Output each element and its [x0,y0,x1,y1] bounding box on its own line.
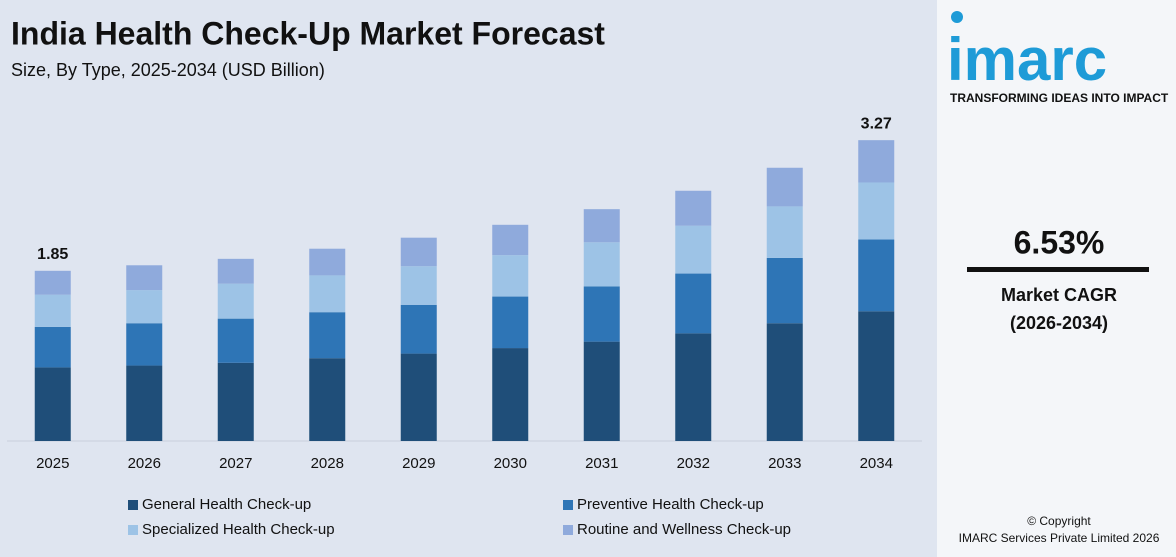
bar-segment [309,312,346,359]
total-label: 3.27 [861,115,892,132]
bar-segment [126,323,163,366]
x-tick-label: 2030 [494,455,527,472]
legend-swatch [563,525,573,535]
bar-segment [766,323,803,441]
bar-segment [217,258,254,284]
bar-segment [400,237,437,267]
legend-label: Specialized Health Check-up [142,521,335,538]
bar-segment [309,275,346,313]
cagr-label: Market CAGR [1001,285,1117,305]
bar-segment [126,290,163,324]
cagr-value: 6.53% [1014,224,1105,260]
bar-segment [858,140,895,183]
logo-dot [951,11,963,23]
x-tick-label: 2033 [768,455,801,472]
total-label: 1.85 [37,246,68,263]
x-tick-label: 2027 [219,455,252,472]
x-tick-label: 2026 [128,455,161,472]
legend-swatch [128,500,138,510]
bar-segment [766,167,803,207]
bar-segment [492,296,529,349]
bar-segment [126,265,163,291]
bar-segment [766,257,803,324]
cagr-divider [967,267,1149,272]
bar-segment [858,239,895,312]
bar-segment [217,362,254,441]
company: IMARC Services Private Limited 2026 [959,531,1160,545]
bar-segment [858,182,895,240]
x-tick-label: 2028 [311,455,344,472]
x-tick-label: 2029 [402,455,435,472]
copyright: © Copyright [1027,514,1091,528]
cagr-period: (2026-2034) [1010,313,1108,333]
legend-label: General Health Check-up [142,496,311,513]
bar-segment [400,304,437,354]
x-tick-label: 2025 [36,455,69,472]
bar-segment [858,311,895,441]
legend-swatch [563,500,573,510]
bar-segment [217,283,254,319]
bar-segment [34,367,71,441]
bar-segment [34,326,71,368]
bar-segment [766,206,803,258]
bar-segment [34,270,71,295]
bar-segment [492,255,529,297]
bar-segment [583,242,620,287]
bar-segment [217,318,254,363]
bar-segment [675,225,712,274]
legend-label: Preventive Health Check-up [577,496,764,513]
logo: imarc [947,26,1107,93]
legend-swatch [128,525,138,535]
bar-segment [492,348,529,441]
x-tick-label: 2031 [585,455,618,472]
x-tick-label: 2032 [677,455,710,472]
bar-segment [675,190,712,226]
bar-segment [34,294,71,327]
sidebar-background [937,0,1176,557]
bar-segment [400,266,437,305]
bar-segment [126,365,163,441]
x-tick-label: 2034 [860,455,893,472]
bar-segment [309,358,346,441]
chart-title: India Health Check-Up Market Forecast [11,15,605,51]
bar-segment [309,248,346,276]
bar-segment [400,353,437,441]
bar-segment [583,209,620,243]
bar-segment [675,273,712,334]
bar-segment [492,224,529,256]
bar-segment [583,341,620,441]
legend-label: Routine and Wellness Check-up [577,521,791,538]
bar-segment [583,286,620,342]
chart-subtitle: Size, By Type, 2025-2034 (USD Billion) [11,60,325,80]
bar-segment [675,333,712,441]
tagline: TRANSFORMING IDEAS INTO IMPACT [950,91,1169,105]
